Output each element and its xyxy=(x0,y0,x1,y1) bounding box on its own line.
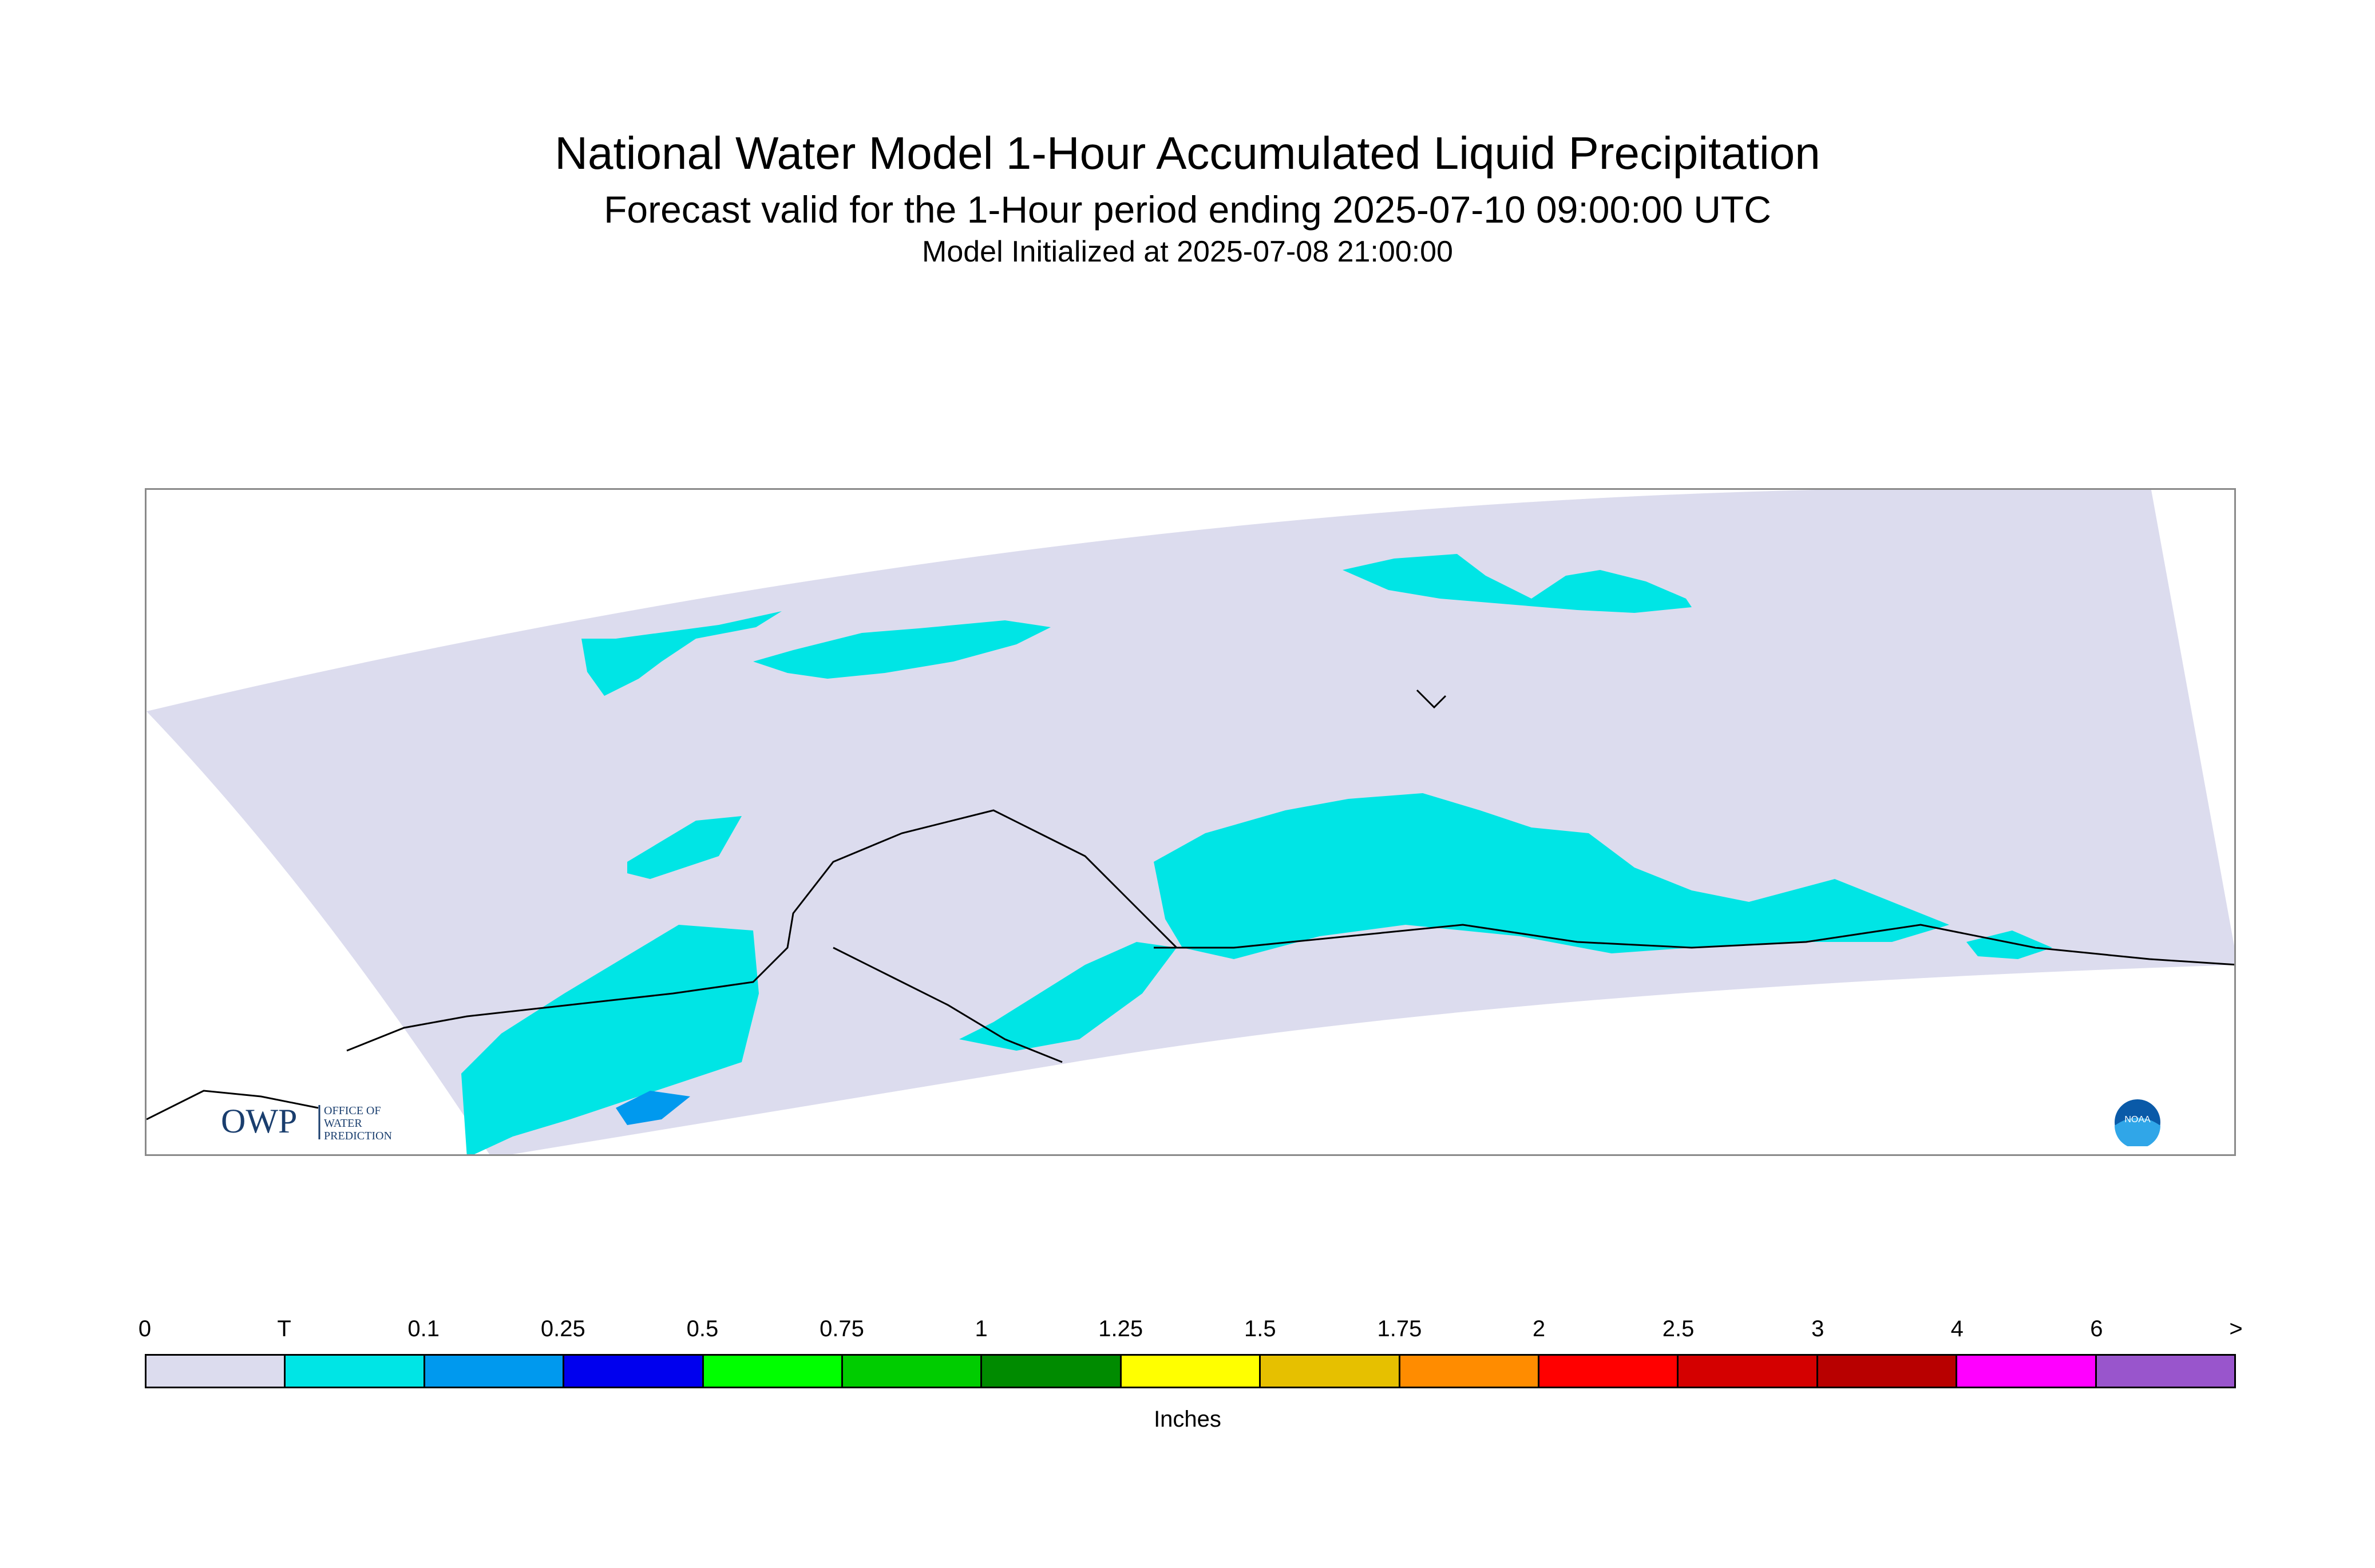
noaa-logo: NOAA xyxy=(2113,1098,2162,1146)
coastline xyxy=(147,689,2234,1120)
legend-tick-label: 6 xyxy=(2090,1316,2103,1341)
legend-swatch-4 xyxy=(703,1356,844,1387)
owp-logo: OWP OFFICE OF WATER PREDICTION xyxy=(221,1099,433,1145)
forecast-valid-subtitle: Forecast valid for the 1-Hour period end… xyxy=(604,188,1771,231)
legend-tick-label: > xyxy=(2229,1316,2243,1341)
legend-swatch-11 xyxy=(1679,1356,1818,1387)
legend-tick-label: 2 xyxy=(1532,1316,1546,1341)
legend-tick-label: 0 xyxy=(138,1316,152,1341)
svg-text:WATER: WATER xyxy=(324,1117,362,1130)
coastline-peninsula xyxy=(833,947,1063,1063)
legend-tick-label: 0.5 xyxy=(686,1316,719,1341)
coastline-south xyxy=(1154,924,2234,966)
legend-swatch-12 xyxy=(1818,1356,1958,1387)
legend-tick-label: 2.5 xyxy=(1662,1316,1695,1341)
legend-tick-label: 3 xyxy=(1811,1316,1824,1341)
legend-swatch-5 xyxy=(843,1356,983,1387)
legend-tick-label: 1 xyxy=(975,1316,988,1341)
precip-area-west-coast xyxy=(461,925,759,1154)
legend-tick-label: 0.75 xyxy=(820,1316,864,1341)
legend-swatch-13 xyxy=(1957,1356,2097,1387)
legend-tick-label: 0.25 xyxy=(540,1316,585,1341)
map-canvas xyxy=(147,490,2234,1154)
legend-swatch-7 xyxy=(1121,1356,1261,1387)
legend-swatch-0 xyxy=(147,1356,286,1387)
svg-text:OWP: OWP xyxy=(221,1102,297,1140)
legend-swatch-9 xyxy=(1400,1356,1540,1387)
coastline-north xyxy=(1416,689,1447,709)
legend-swatch-1 xyxy=(286,1356,425,1387)
svg-text:PREDICTION: PREDICTION xyxy=(324,1130,392,1142)
legend-tick-label: 1.25 xyxy=(1098,1316,1143,1341)
map-title: National Water Model 1-Hour Accumulated … xyxy=(555,128,1820,179)
precip-trace-areas xyxy=(461,554,2052,1154)
precip-area-north-west xyxy=(581,611,782,696)
model-domain xyxy=(147,490,2234,1154)
legend-swatch-6 xyxy=(982,1356,1122,1387)
legend-swatch-14 xyxy=(2096,1356,2235,1387)
legend-swatch-2 xyxy=(425,1356,565,1387)
coastline-west xyxy=(346,809,1178,1052)
precip-area-north-central xyxy=(753,620,1051,679)
svg-text:OFFICE OF: OFFICE OF xyxy=(324,1104,381,1117)
precip-light-blue-pocket xyxy=(616,1091,690,1125)
precip-area-southwest xyxy=(959,942,1177,1051)
legend-colorbar xyxy=(145,1354,2236,1388)
legend-units: Inches xyxy=(1154,1407,1221,1432)
legend-swatch-10 xyxy=(1539,1356,1679,1387)
precip-area-west-sea xyxy=(627,816,742,879)
svg-text:NOAA: NOAA xyxy=(2124,1115,2151,1124)
coastline-islands xyxy=(147,1090,319,1120)
legend-swatch-8 xyxy=(1261,1356,1400,1387)
precip-area-south-central xyxy=(1154,793,1949,959)
precip-area-north-east xyxy=(1343,554,1692,613)
map-panel: OWP OFFICE OF WATER PREDICTION NOAA xyxy=(145,488,2236,1156)
legend-tick-label: 4 xyxy=(1950,1316,1964,1341)
legend-tick-label: 1.75 xyxy=(1377,1316,1422,1341)
model-init-line: Model Initialized at 2025-07-08 21:00:00 xyxy=(922,235,1453,268)
legend-tick-label: 1.5 xyxy=(1244,1316,1276,1341)
legend-tick-label: T xyxy=(277,1316,291,1341)
legend-swatch-3 xyxy=(564,1356,704,1387)
legend-tick-label: 0.1 xyxy=(407,1316,440,1341)
